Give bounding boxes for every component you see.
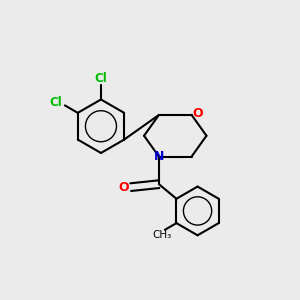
- Text: N: N: [154, 150, 164, 163]
- Text: Cl: Cl: [50, 96, 62, 109]
- Text: O: O: [119, 181, 130, 194]
- Text: CH₃: CH₃: [152, 230, 172, 240]
- Text: O: O: [193, 107, 203, 120]
- Text: Cl: Cl: [94, 72, 107, 85]
